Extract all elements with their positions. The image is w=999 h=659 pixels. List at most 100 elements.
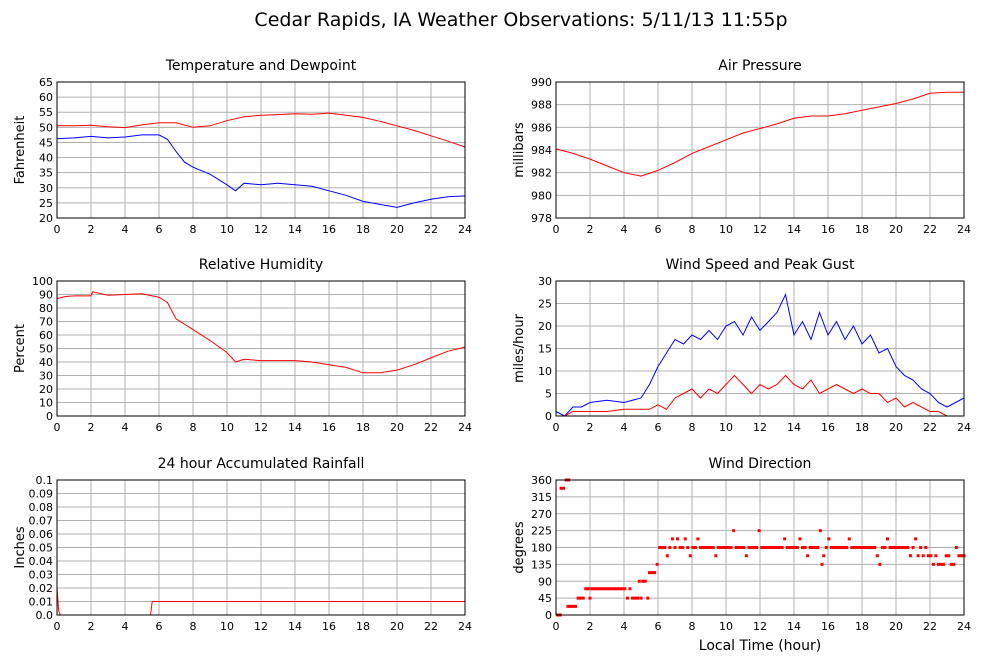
data-point <box>613 587 617 591</box>
y-tick-label: 10 <box>538 365 552 378</box>
data-point <box>620 587 624 591</box>
x-tick-label: 22 <box>424 223 438 236</box>
data-point <box>691 546 695 549</box>
y-tick-label: 20 <box>39 212 53 225</box>
data-point <box>688 554 692 558</box>
chart-temp: 0 2 4 6 8 10 12 14 16 18 20 22 242025303540455055606… <box>13 58 472 236</box>
y-tick-label: 0.02 <box>29 582 54 595</box>
data-point <box>704 546 708 549</box>
x-tick-label: 4 <box>621 421 628 434</box>
x-tick-label: 12 <box>254 620 268 633</box>
x-tick-label: 20 <box>390 421 404 434</box>
x-tick-label: 4 <box>122 620 129 633</box>
x-tick-label: 12 <box>753 223 767 236</box>
y-tick-label: 30 <box>39 182 53 195</box>
y-tick-label: 0.06 <box>29 528 54 541</box>
data-point <box>678 546 682 549</box>
data-point <box>574 604 578 608</box>
chart-title: Wind Speed and Peak Gust <box>666 257 855 273</box>
data-point <box>931 562 935 566</box>
y-tick-label: 90 <box>39 289 53 302</box>
data-point <box>648 571 651 575</box>
x-tick-label: 0 <box>54 223 61 236</box>
y-tick-label: 5 <box>545 388 552 401</box>
data-point <box>924 546 928 549</box>
y-axis-label: Percent <box>13 324 28 373</box>
data-point <box>588 596 592 600</box>
x-tick-label: 10 <box>220 223 234 236</box>
data-point <box>658 546 662 549</box>
x-tick-label: 2 <box>587 223 594 236</box>
data-point <box>623 587 627 591</box>
data-point <box>646 596 650 600</box>
data-point <box>625 596 629 600</box>
data-point <box>673 546 677 549</box>
y-tick-label: 0.08 <box>29 501 54 514</box>
x-tick-label: 22 <box>424 421 438 434</box>
data-point <box>893 546 897 549</box>
y-tick-label: 0 <box>545 410 552 423</box>
x-tick-label: 8 <box>190 421 197 434</box>
data-point <box>911 546 915 549</box>
y-tick-label: 0.0 <box>36 609 54 622</box>
y-tick-label: 25 <box>538 298 552 311</box>
y-tick-label: 25 <box>39 197 53 210</box>
data-point <box>602 587 606 591</box>
chart-title: Relative Humidity <box>199 257 323 273</box>
y-tick-label: 60 <box>39 329 53 342</box>
series-line-0 <box>56 291 466 374</box>
x-tick-label: 8 <box>190 223 197 236</box>
data-point <box>775 546 779 549</box>
x-tick-label: 20 <box>889 421 903 434</box>
x-tick-label: 22 <box>923 421 937 434</box>
data-point <box>693 546 697 549</box>
x-tick-label: 12 <box>753 421 767 434</box>
data-point <box>939 562 943 566</box>
x-tick-label: 14 <box>787 620 801 633</box>
data-point <box>875 554 879 558</box>
data-point <box>719 546 723 549</box>
data-point <box>840 546 844 549</box>
data-point <box>934 554 938 558</box>
y-tick-label: 65 <box>39 76 53 89</box>
data-point <box>801 546 804 549</box>
plot-frame <box>555 479 965 616</box>
y-tick-label: 984 <box>531 144 552 157</box>
data-point <box>711 546 715 549</box>
y-tick-label: 990 <box>531 76 552 89</box>
x-tick-label: 22 <box>923 223 937 236</box>
data-point <box>605 587 609 591</box>
data-point <box>729 546 733 549</box>
x-tick-label: 12 <box>753 620 767 633</box>
data-point <box>755 546 759 549</box>
data-point <box>595 587 599 591</box>
x-tick-label: 2 <box>88 620 95 633</box>
data-point <box>615 587 619 591</box>
data-point <box>757 529 761 533</box>
x-tick-label: 18 <box>855 223 869 236</box>
data-point <box>847 537 851 541</box>
x-tick-label: 6 <box>655 620 662 633</box>
data-point <box>576 596 580 600</box>
y-tick-label: 0 <box>545 609 552 622</box>
x-tick-label: 0 <box>553 421 560 434</box>
data-point <box>947 554 951 558</box>
common-x-axis-label: Local Time (hour) <box>699 638 821 654</box>
data-point <box>788 546 792 549</box>
plot-frame <box>56 479 466 616</box>
data-point <box>584 587 588 591</box>
x-tick-label: 24 <box>957 421 971 434</box>
data-point <box>579 596 583 600</box>
data-point <box>750 546 753 549</box>
x-tick-label: 24 <box>957 223 971 236</box>
data-point <box>699 546 702 549</box>
data-point <box>762 546 766 549</box>
data-point <box>631 596 634 600</box>
x-tick-label: 24 <box>458 223 472 236</box>
chart-pressure: 0 2 4 6 8 10 12 14 16 18 20 22 249789809829849869889… <box>512 58 971 236</box>
data-point <box>600 587 604 591</box>
data-point <box>765 546 769 549</box>
x-tick-label: 22 <box>424 620 438 633</box>
data-point <box>835 546 838 549</box>
